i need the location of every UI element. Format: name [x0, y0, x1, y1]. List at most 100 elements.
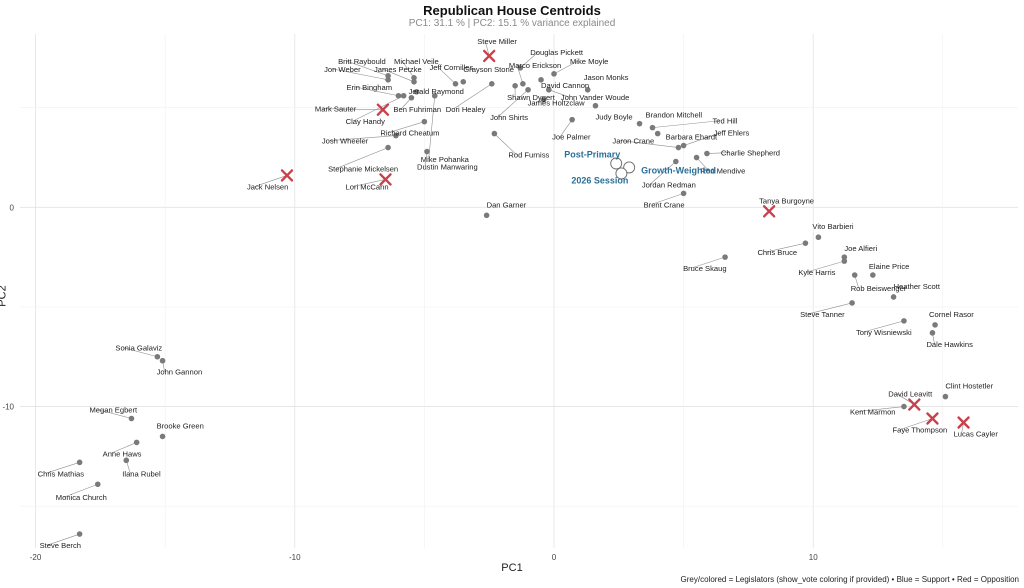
legislator-label: John Gannon: [157, 368, 203, 377]
session-centroid-label: Post-Primary: [564, 149, 620, 159]
leader-line: [494, 133, 517, 155]
legislator-label: Sonia Galaviz: [115, 344, 162, 353]
legislator-point: [411, 79, 417, 85]
chart-title: Republican House Centroids: [423, 3, 601, 18]
legislator-label: Jeff Cornilles: [429, 63, 473, 72]
leader-line: [652, 120, 721, 128]
chart-subtitle: PC1: 31.1 % | PC2: 15.1 % variance expla…: [408, 18, 616, 29]
legislator-label: Dori Healey: [446, 105, 486, 114]
legislator-point: [815, 234, 822, 241]
legislator-point: [841, 254, 848, 260]
leader-line: [354, 86, 399, 97]
leader-line: [329, 135, 396, 141]
legislator-point: [802, 240, 809, 246]
x-tick-label: 0: [552, 553, 557, 562]
leader-line: [332, 68, 389, 81]
legislator-point: [128, 415, 135, 422]
legislator-label: Chris Bruce: [757, 248, 797, 257]
session-centroid-label: Growth-Weighted: [641, 165, 716, 175]
legislator-point: [393, 132, 399, 139]
leader-line: [553, 60, 579, 75]
leader-line: [428, 95, 436, 159]
session-centroid-marker: [610, 157, 623, 170]
legislator-label: Dustin Manwaring: [417, 163, 478, 172]
legislator-point: [675, 144, 682, 151]
leader-line: [651, 193, 684, 205]
legislator-point: [408, 94, 415, 101]
legislator-point: [673, 158, 679, 165]
leader-line: [63, 483, 98, 498]
legislator-label: Jon Weber: [324, 65, 361, 74]
legislator-point: [385, 144, 391, 151]
legislator-point: [704, 150, 710, 157]
legislator-label: Jack Nelsen: [247, 182, 288, 191]
opposition-marker: [926, 412, 939, 425]
legislator-point: [901, 403, 907, 410]
leader-line: [45, 462, 80, 474]
session-centroid-marker: [623, 161, 636, 174]
opposition-marker: [482, 49, 496, 63]
legislator-point: [517, 65, 524, 71]
leader-line: [806, 260, 845, 273]
legislator-point: [76, 531, 83, 537]
legislator-point: [540, 96, 547, 103]
axis-ticks: -20 -10 0 10 -10 0: [2, 203, 818, 562]
legislator-label: Tony Wisniewski: [856, 328, 912, 337]
legislator-label: Heather Scott: [894, 282, 941, 291]
leader-line: [453, 83, 492, 110]
leader-line: [520, 51, 539, 69]
legislator-point: [929, 330, 936, 336]
legislator-point: [680, 142, 687, 149]
legislator-point: [890, 294, 897, 300]
legislator-point: [592, 102, 599, 109]
legislator-point: [636, 120, 643, 127]
legislator-point: [849, 300, 855, 306]
legislator-label: David Leavitt: [888, 390, 933, 399]
legislator-label: Shawn Dygert: [507, 93, 556, 102]
leader-line: [123, 347, 158, 358]
session-centroid-label: 2026 Session: [571, 175, 628, 185]
leader-line: [706, 152, 729, 154]
legislator-point: [395, 92, 402, 99]
legislator-label: Brooke Green: [157, 421, 204, 430]
legislator-label: Megan Egbert: [89, 406, 138, 415]
legislator-label: Dan Garner: [487, 200, 527, 209]
y-tick-label: -10: [2, 403, 14, 412]
legislator-label: James Holtzclaw: [528, 99, 585, 108]
legislator-label: Ben Fuhriman: [393, 105, 441, 114]
legislator-point: [133, 439, 140, 446]
legislator-label: Anne Haws: [103, 449, 142, 458]
legislator-point: [942, 393, 949, 400]
data-points: [76, 49, 970, 537]
legislator-point: [932, 322, 938, 328]
legislator-label: Kyle Harris: [798, 268, 835, 277]
legislator-point: [76, 459, 83, 466]
legislator-label: Steve Tanner: [800, 310, 845, 319]
opposition-marker: [376, 103, 390, 116]
legislator-label: Bruce Skaug: [683, 264, 726, 273]
legislator-label: Rod Furniss: [508, 151, 549, 160]
legislator-point: [551, 71, 557, 77]
legislator-point: [154, 353, 161, 360]
legislator-label: Jordan Redman: [642, 181, 696, 190]
legislator-point: [413, 88, 420, 95]
legislator-label: Kent Marmon: [850, 408, 896, 417]
legislator-point: [520, 81, 526, 87]
opposition-marker: [379, 173, 392, 186]
legislator-label: Britt Raybould: [338, 57, 386, 66]
legislator-label: Mike Pohanka: [421, 155, 470, 164]
legislator-point: [512, 82, 518, 89]
leader-line: [335, 147, 389, 169]
legislator-point: [431, 92, 438, 99]
legislator-label: Tanya Burgoyne: [759, 196, 814, 205]
leader-line: [110, 442, 137, 454]
leader-line: [808, 302, 853, 315]
legislator-label: Chris Mathias: [38, 469, 85, 478]
leader-line: [437, 66, 456, 85]
legislator-label: Richard Cheatum: [380, 129, 439, 138]
legislator-label: Stephanie Mickelsen: [328, 165, 398, 174]
legislator-label: James Petzke: [374, 65, 422, 74]
legislator-label: Monica Church: [56, 493, 107, 502]
leader-line: [683, 132, 722, 146]
